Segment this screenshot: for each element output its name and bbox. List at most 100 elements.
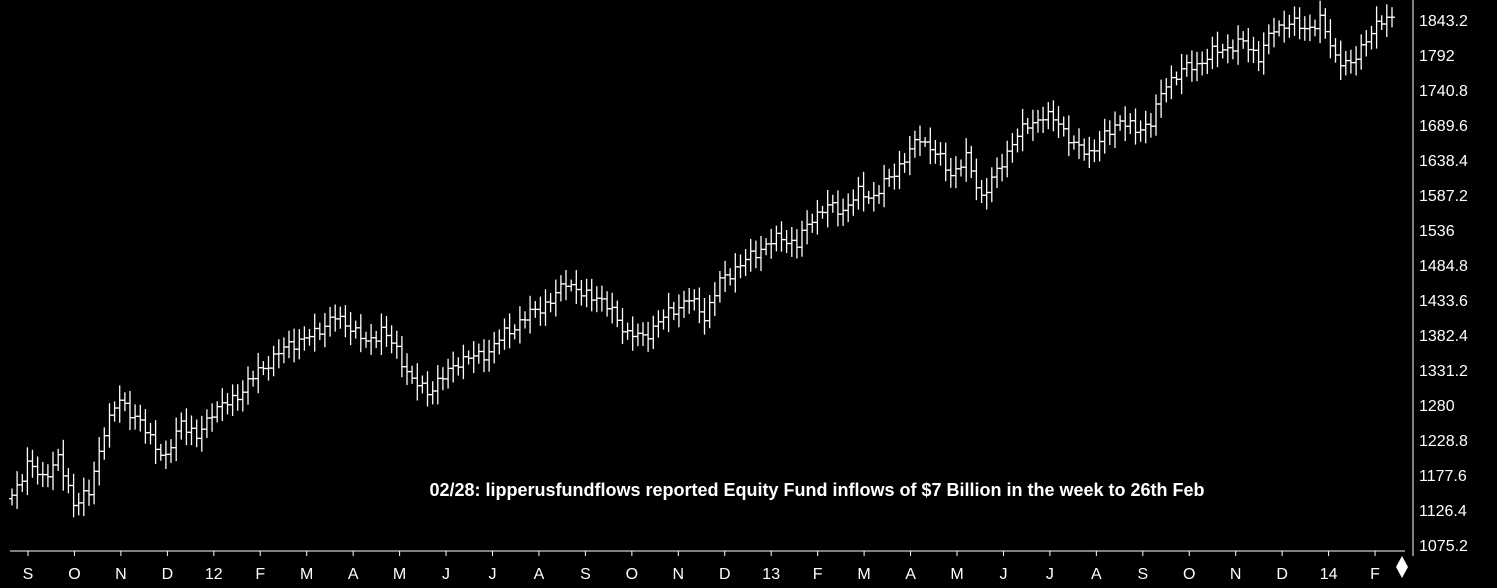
price-bar: [773, 225, 780, 252]
price-bar: [19, 474, 26, 492]
price-bar: [609, 292, 616, 324]
x-tick-label: M: [300, 566, 313, 583]
price-bar: [1137, 120, 1144, 142]
x-tick-label: A: [1091, 566, 1102, 583]
price-bar: [783, 230, 790, 254]
price-bar: [640, 322, 646, 346]
price-bar: [747, 238, 754, 272]
y-tick-label: 1740.8: [1419, 83, 1468, 100]
price-bar: [1317, 0, 1324, 44]
price-bar: [424, 371, 431, 407]
price-bar: [378, 313, 385, 355]
price-bar: [342, 305, 349, 338]
y-tick-label: 1792: [1419, 48, 1455, 65]
price-bar: [532, 301, 539, 318]
price-bar: [675, 294, 682, 328]
price-bar: [1255, 41, 1262, 72]
price-bar: [619, 308, 626, 344]
price-bar: [568, 279, 575, 292]
price-bar: [593, 286, 600, 313]
x-tick-label: 13: [762, 566, 780, 583]
price-bar: [311, 313, 318, 352]
price-bar: [96, 437, 103, 486]
price-bar: [286, 330, 292, 359]
price-bar: [157, 443, 164, 461]
x-tick-label: A: [905, 566, 916, 583]
price-bar: [460, 344, 467, 380]
price-bar: [383, 316, 390, 347]
price-bar: [321, 313, 328, 348]
price-bar: [50, 451, 56, 491]
price-bar: [516, 306, 523, 344]
price-bar: [537, 296, 544, 326]
price-bar: [829, 194, 836, 213]
price-bar: [1188, 50, 1195, 82]
price-bar: [255, 352, 262, 394]
price-bar: [1373, 6, 1380, 49]
price-bar: [742, 249, 749, 277]
price-bar: [1024, 117, 1031, 134]
price-bar: [132, 404, 139, 430]
y-tick-label: 1433.6: [1419, 293, 1468, 310]
price-bar: [147, 423, 154, 445]
price-bar: [763, 238, 770, 256]
price-bar: [768, 228, 775, 259]
y-tick-label: 1587.2: [1419, 188, 1468, 205]
x-tick-label: N: [115, 566, 127, 583]
price-bar: [691, 289, 698, 311]
price-bar: [876, 185, 882, 204]
price-bar: [1014, 128, 1021, 153]
price-bar: [840, 198, 847, 226]
price-bar: [696, 287, 703, 324]
current-marker-icon: [1396, 556, 1408, 578]
price-bar: [60, 439, 67, 491]
price-bar: [9, 488, 15, 506]
price-bar: [152, 420, 159, 464]
x-tick-label: M: [393, 566, 406, 583]
price-bar: [1045, 102, 1052, 130]
price-bar: [1276, 20, 1283, 37]
price-bar: [1337, 40, 1344, 81]
price-bar: [55, 448, 62, 471]
y-tick-label: 1536: [1419, 223, 1455, 240]
price-bar: [234, 384, 241, 411]
x-tick-label: N: [1230, 566, 1242, 583]
price-bar: [824, 190, 831, 228]
price-bar: [214, 401, 221, 423]
price-bar: [291, 328, 298, 363]
x-tick-label: F: [255, 566, 265, 583]
price-bar: [1173, 71, 1180, 86]
price-bar: [660, 309, 667, 330]
price-bar: [870, 182, 877, 212]
price-bar: [655, 310, 662, 338]
price-bar: [352, 320, 359, 339]
price-bar: [203, 409, 210, 438]
x-tick-label: M: [857, 566, 870, 583]
price-bar: [716, 271, 723, 303]
price-bar: [1209, 36, 1216, 70]
price-bar: [1029, 109, 1036, 141]
price-bar: [614, 300, 621, 328]
price-bar: [1112, 111, 1118, 148]
price-bar: [455, 357, 462, 376]
price-bar: [881, 164, 888, 208]
price-bar: [963, 138, 970, 182]
price-bar: [1389, 7, 1395, 28]
price-bar: [168, 439, 174, 463]
price-bar: [327, 306, 334, 337]
price-bar: [34, 456, 41, 485]
price-bar: [1219, 43, 1226, 59]
price-bar: [552, 279, 559, 317]
price-bar: [850, 189, 857, 216]
price-bar: [1327, 19, 1334, 59]
price-bar: [127, 390, 133, 431]
price-bar: [29, 449, 36, 478]
price-bar: [198, 415, 205, 452]
price-bar: [1240, 31, 1247, 49]
price-bar: [373, 330, 380, 348]
price-bar: [357, 314, 364, 353]
price-bar: [481, 339, 487, 373]
x-tick-label: 14: [1320, 566, 1338, 583]
price-bar: [450, 351, 457, 383]
